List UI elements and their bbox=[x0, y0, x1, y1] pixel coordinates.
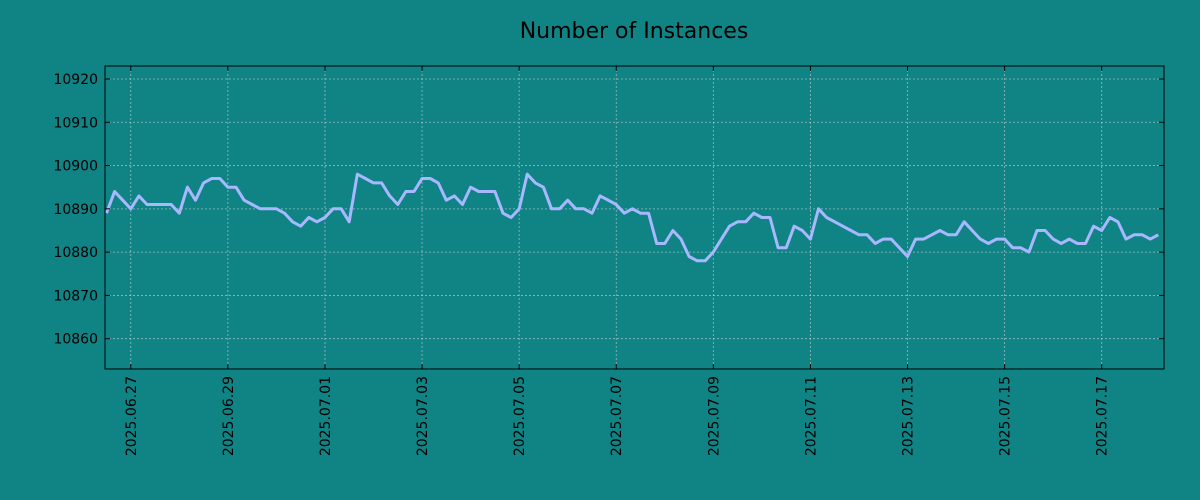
x-tick-label: 2025.07.05 bbox=[512, 376, 528, 456]
grid bbox=[105, 66, 1164, 369]
x-tick-label: 2025.07.15 bbox=[998, 376, 1014, 456]
x-tick-label: 2025.07.11 bbox=[803, 376, 819, 456]
y-tick-label: 10920 bbox=[53, 72, 98, 88]
y-axis: 10860 10870 10880 10890 10900 10910 10920 bbox=[53, 72, 98, 348]
x-tick-label: 2025.06.29 bbox=[221, 376, 237, 456]
chart-title: Number of Instances bbox=[520, 19, 749, 44]
y-tick-label: 10900 bbox=[53, 159, 98, 175]
x-tick-label: 2025.07.03 bbox=[415, 376, 431, 456]
x-tick-label: 2025.07.09 bbox=[706, 376, 722, 456]
x-axis: 2025.06.27 2025.06.29 2025.07.01 2025.07.03… bbox=[124, 376, 1111, 456]
x-tick-label: 2025.06.27 bbox=[124, 376, 140, 456]
x-tick-label: 2025.07.17 bbox=[1095, 376, 1111, 456]
series-layer bbox=[105, 172, 1160, 263]
plot-frame bbox=[104, 65, 1165, 370]
y-tick-label: 10880 bbox=[53, 245, 98, 261]
y-tick-label: 10890 bbox=[53, 202, 98, 218]
y-tick-label: 10910 bbox=[53, 115, 98, 131]
x-tick-label: 2025.07.13 bbox=[901, 376, 917, 456]
x-tick-label: 2025.07.07 bbox=[609, 376, 625, 456]
y-tick-label: 10860 bbox=[53, 332, 98, 348]
series-line bbox=[105, 172, 1160, 263]
y-tick-label: 10870 bbox=[53, 288, 98, 304]
x-tick-label: 2025.07.01 bbox=[318, 376, 334, 456]
axis-ticks bbox=[105, 66, 1164, 369]
